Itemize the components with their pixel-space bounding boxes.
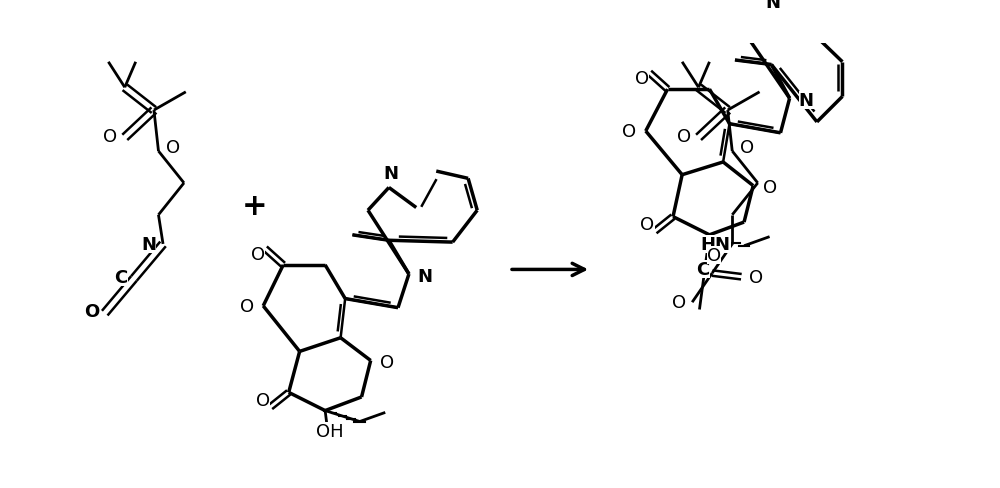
Text: O: O [640,215,655,233]
Text: O: O [380,354,394,371]
Text: O: O [240,297,254,315]
Text: O: O [763,179,777,197]
Text: N: N [799,92,814,110]
Text: O: O [677,127,691,145]
Text: N: N [141,235,156,253]
Text: OH: OH [316,422,344,440]
Text: N: N [766,0,781,12]
Text: O: O [84,303,100,321]
Text: HN: HN [701,235,731,253]
Text: O: O [635,70,649,88]
Text: O: O [251,245,265,264]
Text: N: N [383,164,398,183]
Text: C: C [696,261,710,279]
Text: O: O [740,139,754,157]
Text: N: N [418,267,433,285]
Text: O: O [749,268,763,286]
Text: +: + [241,192,267,221]
Text: O: O [672,294,686,311]
Text: C: C [115,268,128,286]
Text: O: O [166,139,180,157]
Text: O: O [103,127,117,145]
Text: O: O [256,391,270,409]
Text: O: O [707,246,721,264]
Text: O: O [622,123,636,141]
